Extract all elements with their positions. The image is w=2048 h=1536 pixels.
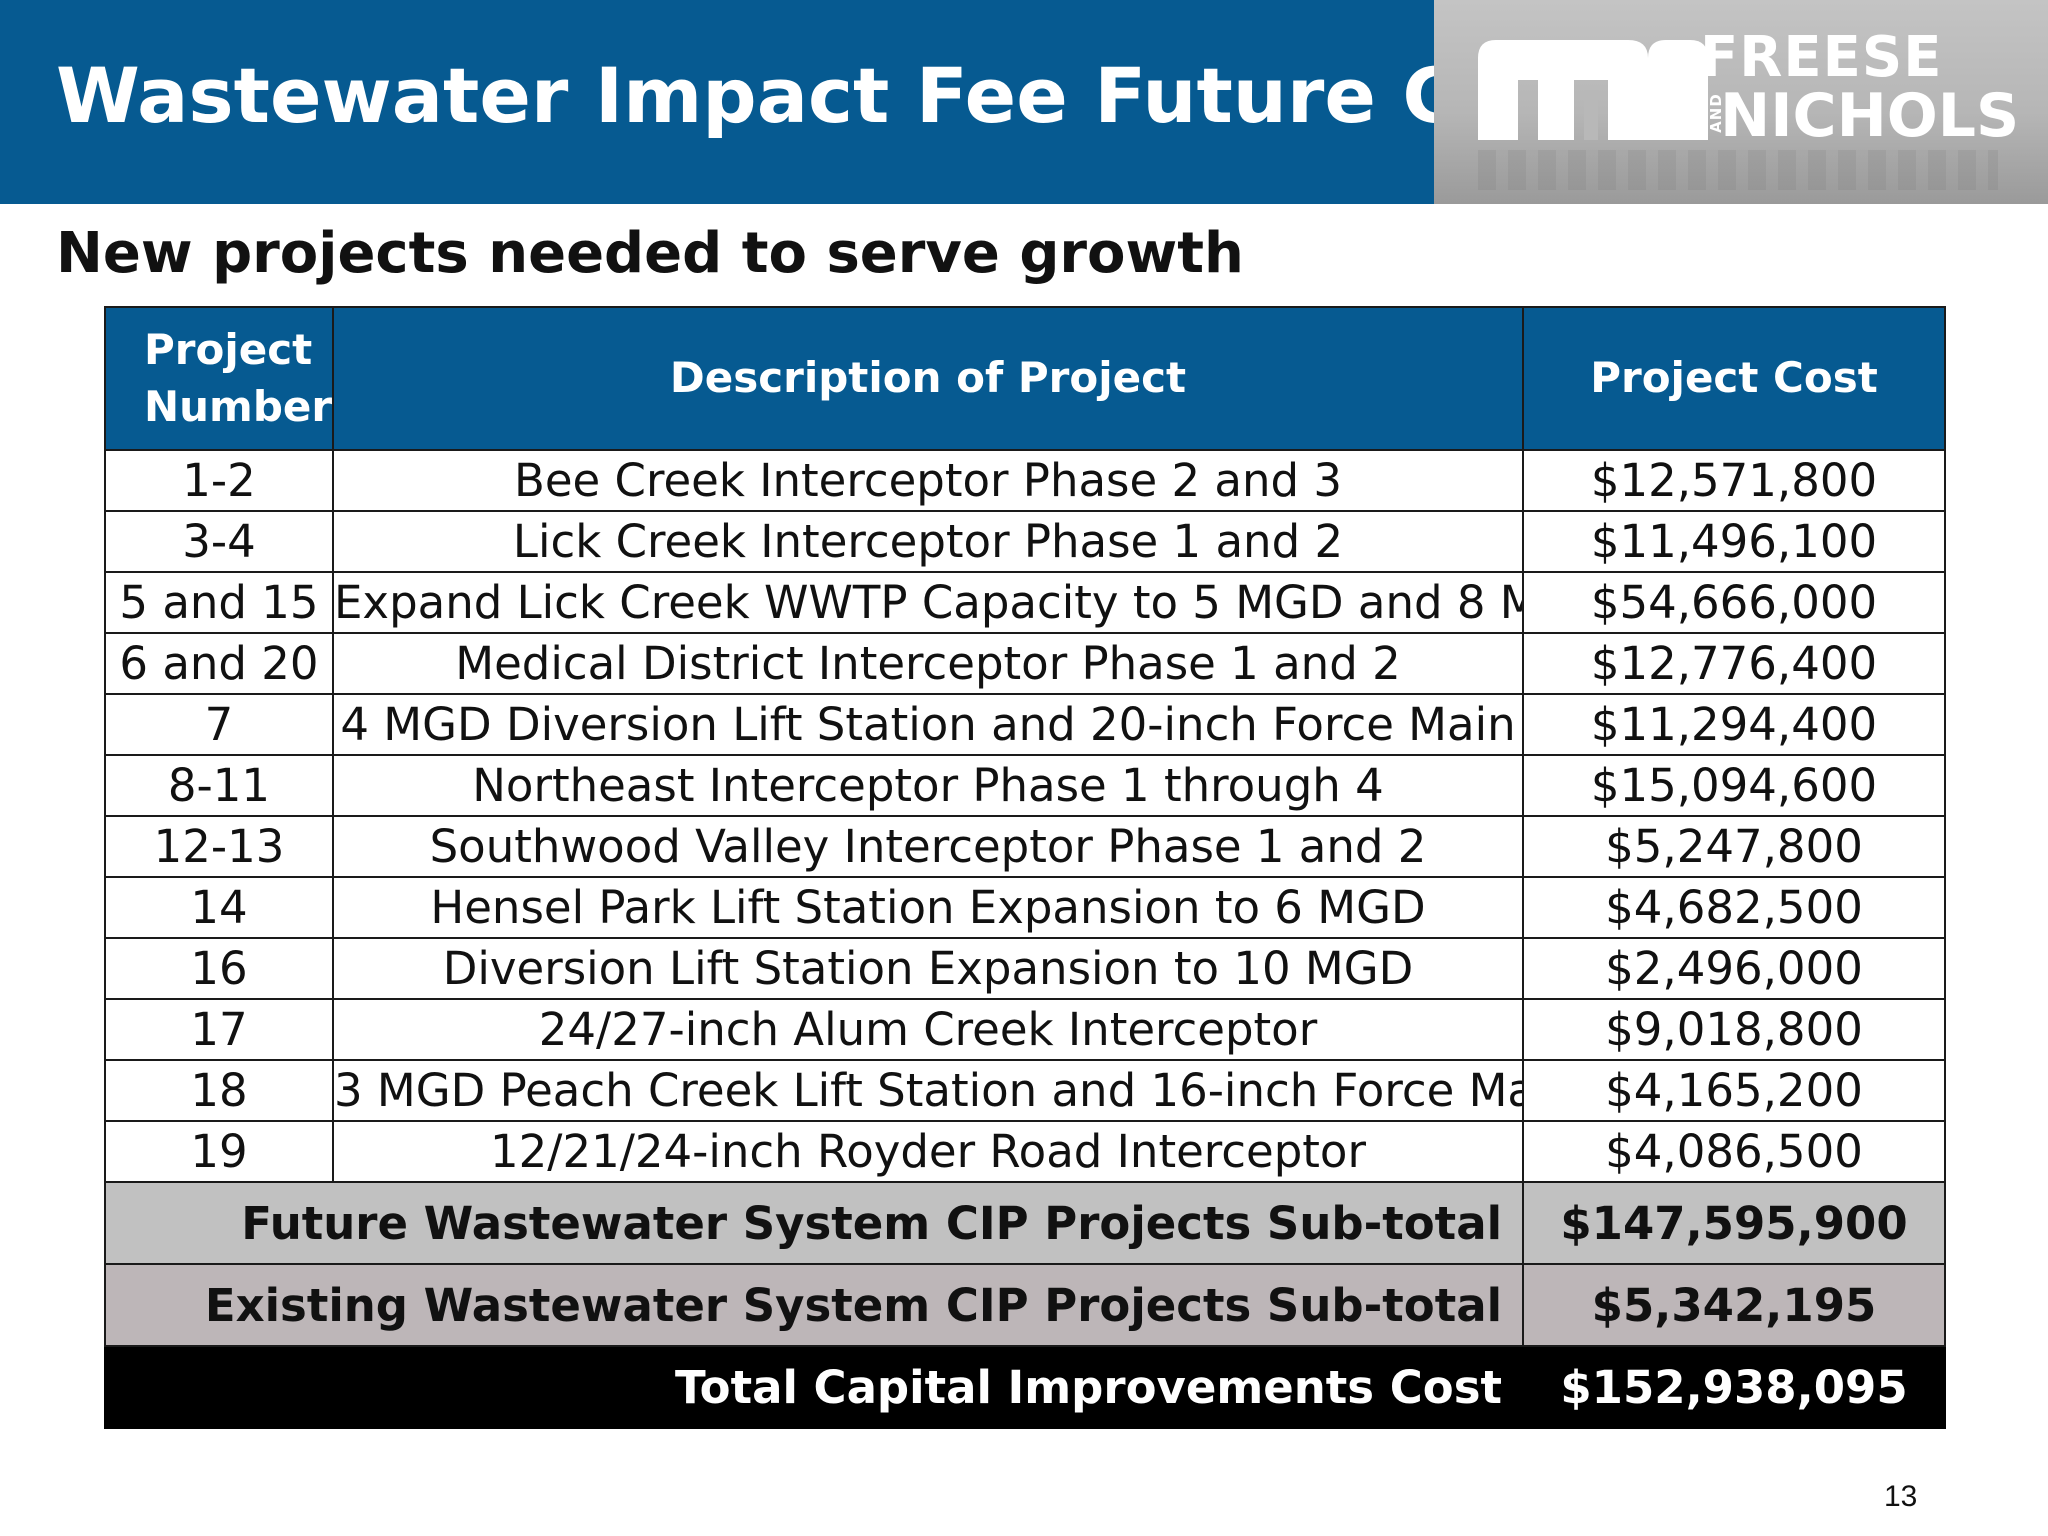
total-label: Total Capital Improvements Cost xyxy=(104,1345,1524,1429)
project-description-cell: Diversion Lift Station Expansion to 10 M… xyxy=(332,937,1524,1000)
project-description-cell: 12/21/24-inch Royder Road Interceptor xyxy=(332,1120,1524,1183)
table-row: 17 24/27-inch Alum Creek Interceptor $9,01… xyxy=(104,998,1946,1061)
project-description-cell: Southwood Valley Interceptor Phase 1 and… xyxy=(332,815,1524,878)
cip-table: Project Number Description of Project Pr… xyxy=(104,306,1946,1429)
project-cost-cell: $11,294,400 xyxy=(1522,693,1946,756)
future-subtotal-row: Future Wastewater System CIP Projects Su… xyxy=(104,1181,1946,1265)
project-description-cell: 4 MGD Diversion Lift Station and 20-inch… xyxy=(332,693,1524,756)
project-number-cell: 3-4 xyxy=(104,510,334,573)
table-header-row: Project Number Description of Project Pr… xyxy=(104,306,1946,451)
project-description-cell: 24/27-inch Alum Creek Interceptor xyxy=(332,998,1524,1061)
project-number-cell: 17 xyxy=(104,998,334,1061)
table-body: 1-2 Bee Creek Interceptor Phase 2 and 3 $1… xyxy=(104,449,1946,1429)
project-cost-cell: $11,496,100 xyxy=(1522,510,1946,573)
project-description-cell: Expand Lick Creek WWTP Capacity to 5 MGD… xyxy=(332,571,1524,634)
project-description-cell: Medical District Interceptor Phase 1 and… xyxy=(332,632,1524,695)
project-number-cell: 16 xyxy=(104,937,334,1000)
table-row: 18 3 MGD Peach Creek Lift Station and 16-… xyxy=(104,1059,1946,1122)
project-number-cell: 19 xyxy=(104,1120,334,1183)
col-header-project-number: Project Number xyxy=(104,306,334,451)
project-number-cell: 18 xyxy=(104,1059,334,1122)
project-cost-cell: $15,094,600 xyxy=(1522,754,1946,817)
table-row: 1-2 Bee Creek Interceptor Phase 2 and 3 $1… xyxy=(104,449,1946,512)
project-description-cell: Hensel Park Lift Station Expansion to 6 … xyxy=(332,876,1524,939)
table-row: 6 and 20 Medical District Interceptor Pha… xyxy=(104,632,1946,695)
project-cost-cell: $54,666,000 xyxy=(1522,571,1946,634)
logo-text-freese: FREESE xyxy=(1700,25,1943,90)
table-row: 8-11 Northeast Interceptor Phase 1 throug… xyxy=(104,754,1946,817)
project-description-cell: Bee Creek Interceptor Phase 2 and 3 xyxy=(332,449,1524,512)
project-number-cell: 12-13 xyxy=(104,815,334,878)
logo-reflection xyxy=(1478,150,1998,190)
table-row: 16 Diversion Lift Station Expansion to 10… xyxy=(104,937,1946,1000)
title-bar: Wastewater Impact Fee Future CIP xyxy=(0,0,1542,204)
project-number-cell: 7 xyxy=(104,693,334,756)
project-cost-cell: $9,018,800 xyxy=(1522,998,1946,1061)
project-description-cell: Lick Creek Interceptor Phase 1 and 2 xyxy=(332,510,1524,573)
table-row: 3-4 Lick Creek Interceptor Phase 1 and 2 $… xyxy=(104,510,1946,573)
project-number-cell: 8-11 xyxy=(104,754,334,817)
existing-subtotal-value: $5,342,195 xyxy=(1522,1263,1946,1347)
project-number-cell: 6 and 20 xyxy=(104,632,334,695)
future-subtotal-value: $147,595,900 xyxy=(1522,1181,1946,1265)
project-cost-cell: $2,496,000 xyxy=(1522,937,1946,1000)
table-row: 12-13 Southwood Valley Interceptor Phase … xyxy=(104,815,1946,878)
project-number-cell: 1-2 xyxy=(104,449,334,512)
logo-text-nichols: NICHOLS xyxy=(1720,81,2020,151)
col-header-project-cost: Project Cost xyxy=(1522,306,1946,451)
project-number-cell: 14 xyxy=(104,876,334,939)
project-cost-cell: $12,776,400 xyxy=(1522,632,1946,695)
project-number-cell: 5 and 15 xyxy=(104,571,334,634)
col-header-description: Description of Project xyxy=(332,306,1524,451)
slide-subtitle: New projects needed to serve growth xyxy=(56,221,1244,286)
table-row: 14 Hensel Park Lift Station Expansion to … xyxy=(104,876,1946,939)
project-cost-cell: $12,571,800 xyxy=(1522,449,1946,512)
freese-nichols-logo: FREESE AND NICHOLS xyxy=(1434,0,2048,204)
future-subtotal-label: Future Wastewater System CIP Projects Su… xyxy=(104,1181,1524,1265)
page-number: 13 xyxy=(1884,1480,1918,1513)
table-row: 5 and 15 Expand Lick Creek WWTP Capacity … xyxy=(104,571,1946,634)
existing-subtotal-row: Existing Wastewater System CIP Projects … xyxy=(104,1263,1946,1347)
project-cost-cell: $4,682,500 xyxy=(1522,876,1946,939)
project-cost-cell: $4,165,200 xyxy=(1522,1059,1946,1122)
project-description-cell: Northeast Interceptor Phase 1 through 4 xyxy=(332,754,1524,817)
project-cost-cell: $4,086,500 xyxy=(1522,1120,1946,1183)
project-description-cell: 3 MGD Peach Creek Lift Station and 16-in… xyxy=(332,1059,1524,1122)
project-cost-cell: $5,247,800 xyxy=(1522,815,1946,878)
slide-title: Wastewater Impact Fee Future CIP xyxy=(56,51,1543,140)
table-row: 19 12/21/24-inch Royder Road Interceptor $… xyxy=(104,1120,1946,1183)
existing-subtotal-label: Existing Wastewater System CIP Projects … xyxy=(104,1263,1524,1347)
logo-mark-icon xyxy=(1478,40,1708,140)
total-value: $152,938,095 xyxy=(1522,1345,1946,1429)
total-row: Total Capital Improvements Cost $152,938… xyxy=(104,1345,1946,1429)
